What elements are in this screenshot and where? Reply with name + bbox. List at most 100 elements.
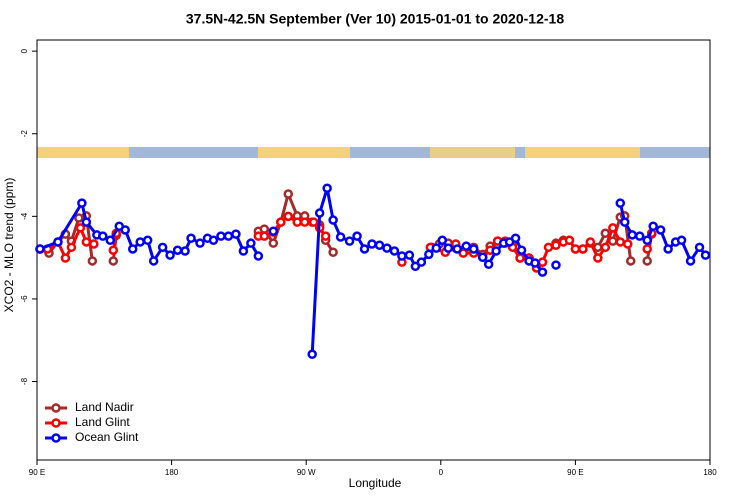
data-point xyxy=(374,240,385,251)
data-point xyxy=(389,246,400,256)
data-point xyxy=(246,238,256,248)
data-point xyxy=(352,231,362,241)
data-point xyxy=(142,235,153,246)
data-point xyxy=(89,239,99,249)
data-point xyxy=(231,229,241,239)
y-axis-label: XCO2 - MLO trend (ppm) xyxy=(2,178,16,313)
data-point xyxy=(491,246,501,256)
legend-label: Land Glint xyxy=(75,415,130,429)
data-point xyxy=(642,244,652,254)
data-point xyxy=(344,236,355,246)
data-point xyxy=(452,244,463,254)
data-point xyxy=(431,243,442,253)
data-point xyxy=(308,217,319,227)
data-point xyxy=(314,208,325,218)
data-point xyxy=(253,251,264,261)
data-point xyxy=(648,221,658,232)
data-point xyxy=(578,244,588,254)
legend-marker xyxy=(51,418,61,428)
data-point xyxy=(127,244,138,254)
data-point xyxy=(120,225,130,235)
data-point xyxy=(299,217,310,227)
x-tick-label: 180 xyxy=(703,468,717,477)
data-point xyxy=(437,235,448,246)
data-point xyxy=(655,225,666,235)
data-point xyxy=(335,232,346,242)
legend-marker xyxy=(51,433,61,443)
x-tick-label: 0 xyxy=(439,468,444,477)
data-point xyxy=(186,233,196,243)
data-point xyxy=(663,244,673,254)
legend-label: Land Nadir xyxy=(75,400,134,414)
data-point xyxy=(307,349,317,360)
data-point xyxy=(35,244,45,254)
data-point xyxy=(98,231,108,241)
y-tick-label: 0 xyxy=(20,48,29,53)
data-point xyxy=(322,183,332,194)
data-point xyxy=(694,242,705,253)
data-point xyxy=(625,256,636,266)
data-point xyxy=(615,237,626,247)
data-point xyxy=(593,253,603,263)
data-point xyxy=(283,189,294,199)
data-point xyxy=(615,198,626,208)
data-point xyxy=(108,245,119,255)
data-point xyxy=(135,237,145,247)
data-point xyxy=(367,239,377,249)
data-point xyxy=(359,244,370,254)
data-point xyxy=(608,236,618,246)
data-point xyxy=(676,235,687,246)
data-point xyxy=(608,223,618,233)
data-point xyxy=(105,235,116,246)
data-point xyxy=(622,239,633,249)
data-point xyxy=(268,238,279,248)
x-tick-label: 90 W xyxy=(297,468,316,477)
data-point xyxy=(157,242,168,253)
data-point xyxy=(620,217,630,227)
data-point xyxy=(477,252,488,262)
data-point xyxy=(268,226,279,236)
data-point xyxy=(404,250,415,260)
data-point xyxy=(195,238,205,248)
data-point xyxy=(276,217,286,227)
data-point xyxy=(208,235,219,246)
data-point xyxy=(543,242,554,253)
data-point xyxy=(600,228,611,239)
data-point xyxy=(172,245,183,255)
data-point xyxy=(551,240,561,251)
data-point xyxy=(397,251,407,261)
data-point xyxy=(87,256,98,266)
data-point xyxy=(259,231,270,241)
data-point xyxy=(530,258,540,268)
data-point xyxy=(537,257,548,267)
data-point xyxy=(570,244,581,254)
data-point xyxy=(537,267,548,277)
y-tick-label: -2 xyxy=(20,130,29,138)
data-point xyxy=(77,198,87,208)
data-point xyxy=(642,256,652,266)
data-point xyxy=(515,253,525,263)
data-point xyxy=(600,242,611,253)
data-point xyxy=(410,261,421,272)
data-point xyxy=(223,231,234,241)
data-point xyxy=(510,233,521,243)
data-point xyxy=(642,235,652,246)
data-point xyxy=(551,260,561,270)
data-point xyxy=(328,247,338,258)
series-line xyxy=(39,187,707,355)
data-point xyxy=(443,243,454,253)
data-point xyxy=(238,246,249,256)
legend-label: Ocean Glint xyxy=(75,430,139,444)
data-point xyxy=(148,256,159,266)
data-point xyxy=(483,259,494,269)
data-point xyxy=(634,231,645,241)
data-point xyxy=(216,231,226,241)
data-point xyxy=(81,217,92,227)
y-tick-label: -4 xyxy=(20,212,29,220)
y-tick-label: -6 xyxy=(20,295,29,303)
data-point xyxy=(424,249,434,260)
x-tick-label: 90 E xyxy=(567,468,583,477)
data-point xyxy=(685,256,696,266)
